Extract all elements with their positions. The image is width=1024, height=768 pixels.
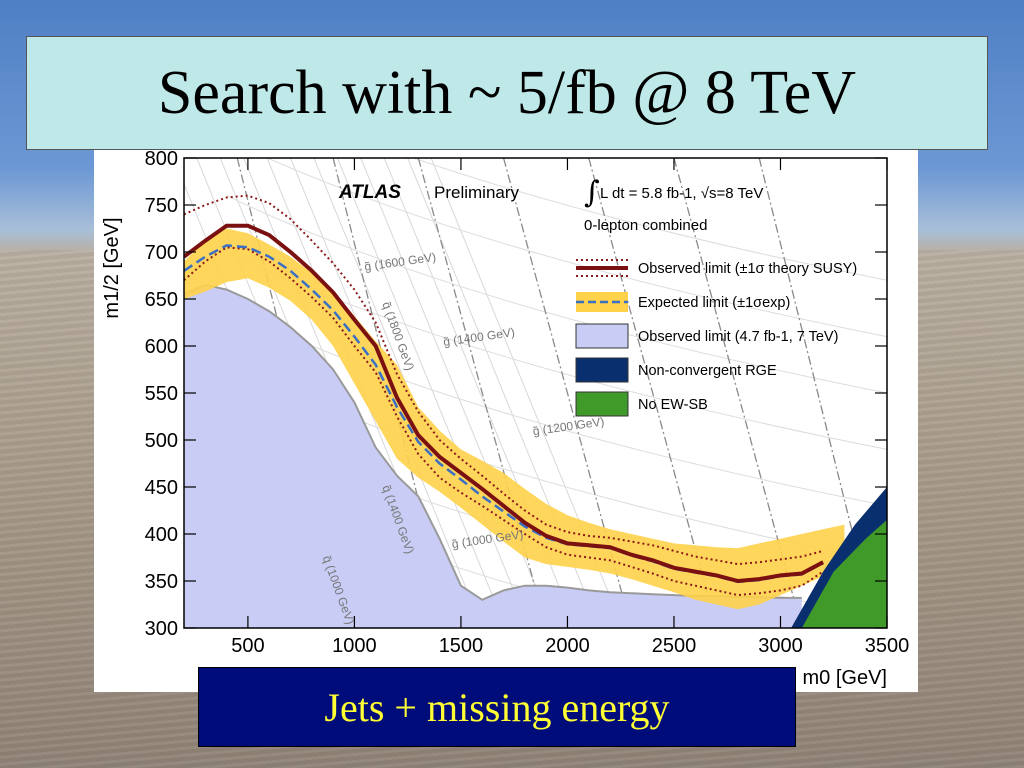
legend-label: Non-convergent RGE [638, 363, 777, 379]
no-ewsb-region [801, 519, 887, 628]
expected-band [184, 228, 845, 610]
y-tick-label: 400 [145, 524, 178, 546]
x-tick-label: 3500 [865, 635, 910, 657]
y-tick-label: 800 [145, 150, 178, 170]
previous-limit-area [184, 284, 802, 628]
plot-panel: g̃ (1600 GeV) q̃ (1800 GeV) g̃ (1400 GeV) g… [94, 150, 918, 692]
legend-swatch-fill [575, 357, 629, 383]
y-tick-label: 700 [145, 242, 178, 264]
mass-contour [417, 158, 547, 628]
atlas-label: ATLAS [338, 182, 401, 203]
slide-title: Search with ~ 5/fb @ 8 TeV [157, 58, 857, 127]
mass-contour [673, 158, 803, 628]
y-tick-label: 600 [145, 336, 178, 358]
x-tick-label: 3000 [758, 635, 803, 657]
y-tick-label: 750 [145, 195, 178, 217]
legend-swatch-fill [575, 391, 629, 417]
theory-up-line [184, 194, 824, 566]
theory-down-line [184, 246, 824, 597]
grid-curve [266, 158, 887, 338]
y-tick-label: 450 [145, 477, 178, 499]
y-tick-label: 550 [145, 383, 178, 405]
mass-contour [502, 158, 632, 628]
x-axis-label: m0 [GeV] [803, 667, 887, 689]
caption-banner: Jets + missing energy [198, 667, 796, 747]
y-tick-label: 300 [145, 618, 178, 640]
contour-label: g̃ (1200 GeV) [532, 414, 605, 438]
x-tick-label: 1000 [332, 635, 377, 657]
slide-caption: Jets + missing energy [324, 684, 670, 730]
title-banner: Search with ~ 5/fb @ 8 TeV [26, 36, 988, 150]
x-tick-label: 2000 [545, 635, 590, 657]
x-tick-label: 2500 [652, 635, 697, 657]
channel-label: 0-lepton combined [584, 217, 707, 234]
legend-label: Expected limit (±1σexp) [638, 295, 790, 311]
observed-limit-line [184, 223, 825, 584]
plot-area: g̃ (1600 GeV)q̃ (1800 GeV) g̃ (1400 GeV)g… [184, 158, 887, 628]
grid-line [336, 158, 530, 628]
lumi-label: L dt = 5.8 fb-1, √s=8 TeV [600, 185, 763, 202]
y-axis-label: m1/2 [GeV] [101, 217, 123, 318]
legend-label: Observed limit (±1σ theory SUSY) [638, 261, 857, 277]
y-tick-label: 500 [145, 430, 178, 452]
x-tick-label: 1500 [439, 635, 484, 657]
y-tick-label: 650 [145, 289, 178, 311]
exclusion-chart: g̃ (1600 GeV)q̃ (1800 GeV) g̃ (1400 GeV)g… [101, 150, 910, 689]
integral-symbol: ∫ [584, 175, 600, 210]
x-tick-label: 500 [231, 635, 264, 657]
grid-curve [411, 158, 887, 281]
legend-swatch-fill [575, 323, 629, 349]
mass-contour [588, 158, 718, 628]
legend-label: Observed limit (4.7 fb-1, 7 TeV) [638, 329, 838, 345]
y-tick-label: 350 [145, 571, 178, 593]
preliminary-label: Preliminary [434, 183, 520, 202]
legend-label: No EW-SB [638, 397, 708, 413]
